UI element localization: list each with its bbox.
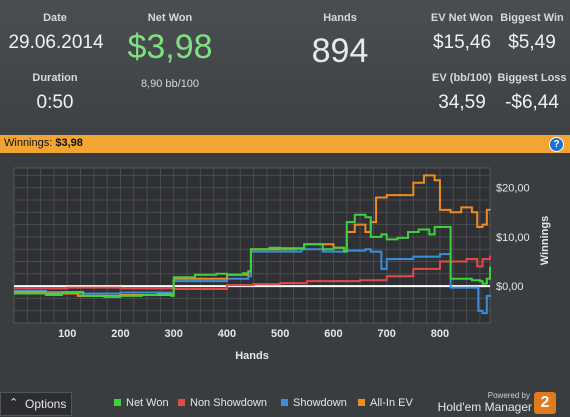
legend-label: Net Won <box>126 397 169 409</box>
winnings-summary: Winnings: $3,98 <box>4 137 83 149</box>
legend-swatch <box>178 399 185 406</box>
date-value: 29.06.2014 <box>8 32 104 53</box>
duration-value: 0:50 <box>36 92 74 113</box>
series-line-all-in-ev <box>14 174 491 297</box>
y-axis-label: Winnings <box>539 216 551 265</box>
x-tick-label: 100 <box>58 328 76 340</box>
help-icon[interactable]: ? <box>549 137 564 152</box>
y-tick-label: $20,00 <box>496 183 530 195</box>
winnings-chart: 100 200 300 400 500 600 700 800 $0,00 $10,00 $20,0… <box>0 153 570 389</box>
x-tick-label: 700 <box>378 328 396 340</box>
x-axis-label: Hands <box>235 350 269 362</box>
biggest-loss-value: -$6,44 <box>505 92 559 113</box>
net-won-bb100: 8,90 bb/100 <box>140 78 200 90</box>
legend-net-won: Net Won <box>114 397 169 409</box>
date-label: Date <box>43 12 67 24</box>
net-won-value: $3,98 <box>127 28 213 66</box>
legend-label: All-In EV <box>370 397 413 409</box>
x-tick-label: 800 <box>431 328 449 340</box>
net-won-label: Net Won <box>147 12 193 24</box>
legend-swatch <box>114 399 121 406</box>
brand-name: Hold'em Manager <box>437 400 532 414</box>
x-tick-label: 200 <box>111 328 129 340</box>
duration-label: Duration <box>32 72 78 84</box>
hands-value: 894 <box>311 32 369 70</box>
ev-net-won-label: EV Net Won <box>430 12 494 24</box>
winnings-chart-svg: 100 200 300 400 500 600 700 800 $0,00 $10,00 $20,0… <box>13 167 551 362</box>
options-label: Options <box>25 397 67 411</box>
x-tick-label: 500 <box>271 328 289 340</box>
legend-label: Showdown <box>293 397 347 409</box>
x-tick-label: 600 <box>324 328 342 340</box>
legend-swatch <box>358 399 365 406</box>
winnings-label: Winnings: <box>4 137 53 149</box>
biggest-loss-label: Biggest Loss <box>497 72 567 84</box>
y-tick-label: $10,00 <box>496 232 530 244</box>
x-tick-label: 400 <box>218 328 236 340</box>
biggest-win-value: $5,49 <box>508 32 556 53</box>
ev-bb100-label: EV (bb/100) <box>432 72 492 84</box>
legend-all-in-ev: All-In EV <box>358 397 413 409</box>
plot-area <box>13 167 491 324</box>
footer: ⌃ Options Net Won Non Showdown Showdown … <box>0 389 570 417</box>
legend-swatch <box>281 399 288 406</box>
legend-showdown: Showdown <box>281 397 347 409</box>
biggest-win-label: Biggest Win <box>500 12 564 24</box>
series-line-net-won <box>14 213 491 298</box>
legend-label: Non Showdown <box>190 397 268 409</box>
ev-bb100-value: 34,59 <box>438 92 486 113</box>
ev-net-won-value: $15,46 <box>432 32 492 53</box>
x-tick-label: 300 <box>165 328 183 340</box>
winnings-value: $3,98 <box>55 137 83 149</box>
hem2-logo-icon: 2 <box>534 392 556 414</box>
legend-non-showdown: Non Showdown <box>178 397 267 409</box>
winnings-bar: Winnings: $3,98 ? <box>0 135 570 153</box>
chevron-up-icon: ⌃ <box>9 397 19 409</box>
options-button[interactable]: ⌃ Options <box>0 392 72 416</box>
powered-by-label: Powered by <box>487 391 530 400</box>
y-tick-label: $0,00 <box>496 281 524 293</box>
stats-panel: Date 29.06.2014 Duration 0:50 Net Won $3… <box>0 0 570 135</box>
hands-label: Hands <box>323 12 357 24</box>
